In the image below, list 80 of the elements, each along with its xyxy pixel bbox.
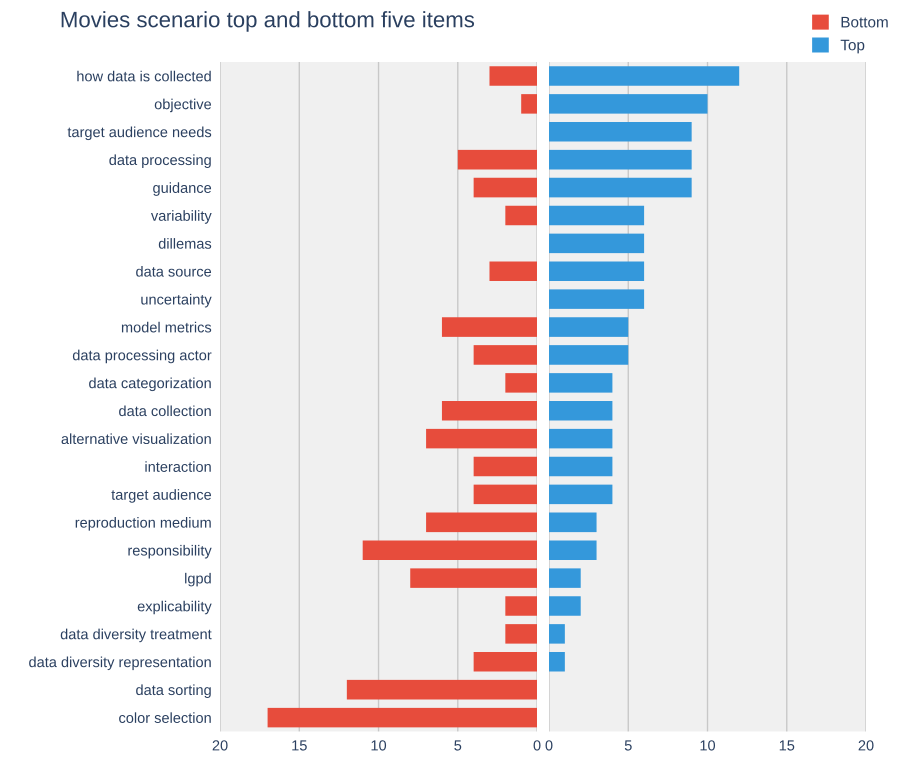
bar [489, 66, 538, 86]
bar [549, 428, 612, 448]
bar [549, 122, 692, 142]
bar [549, 206, 644, 226]
bar [549, 373, 612, 393]
x-tick-label: 10 [700, 740, 716, 751]
bar [442, 400, 538, 420]
y-tick-label: uncertainty [141, 294, 212, 308]
x-tick-label: 20 [858, 740, 874, 751]
y-tick-label: model metrics [122, 322, 212, 332]
y-tick-label: how data is collected [77, 70, 211, 82]
y-tick-label: data categorization [89, 378, 211, 392]
x-tick-label: 10 [372, 740, 386, 751]
bar [549, 150, 692, 170]
bar [268, 708, 538, 728]
y-tick-label: reproduction medium [76, 517, 211, 531]
bar [549, 234, 644, 254]
bar [549, 178, 692, 198]
chart-title: Movies scenario top and bottom five items [62, 11, 474, 32]
bar [362, 540, 538, 560]
bar [346, 680, 538, 700]
bar [549, 652, 565, 672]
bar [474, 484, 538, 504]
bar [489, 261, 538, 282]
bar [474, 652, 538, 672]
y-tick-label: data processing [109, 154, 211, 168]
bar [549, 66, 740, 86]
bar [474, 456, 538, 476]
bar [549, 400, 612, 420]
legend-label: Top [840, 40, 864, 54]
y-tick-label: data source [136, 266, 212, 277]
bar [410, 568, 538, 588]
bar [549, 345, 628, 365]
bar [505, 206, 538, 226]
y-tick-label: data sorting [136, 684, 211, 698]
bar [549, 456, 612, 476]
y-tick-label: target audience [111, 489, 212, 503]
y-tick-label: alternative visualization [62, 433, 211, 444]
y-tick-label: target audience needs [68, 126, 212, 140]
y-tick-label: objective [154, 98, 212, 112]
x-tick-label: 0 [534, 740, 541, 751]
bar [549, 317, 628, 337]
bar [505, 373, 538, 393]
bar [549, 568, 581, 588]
bar [442, 317, 538, 337]
bar [505, 596, 538, 616]
bar [426, 512, 538, 532]
bar [549, 484, 612, 504]
bar [474, 178, 538, 198]
x-tick-label: 15 [780, 740, 794, 751]
y-tick-label: explicability [138, 600, 212, 614]
bar [458, 150, 538, 170]
y-tick-label: lgpd [185, 572, 211, 586]
y-tick-label: data processing actor [72, 350, 212, 364]
y-tick-label: variability [150, 210, 212, 224]
x-tick-label: 15 [292, 740, 307, 751]
bar [505, 624, 538, 644]
bar [549, 512, 597, 532]
bar [549, 289, 644, 309]
x-tick-label: 0 [546, 740, 552, 751]
bar [521, 94, 538, 114]
y-tick-label: data diversity representation [29, 656, 211, 670]
y-tick-label: data collection [119, 405, 211, 416]
bar [549, 261, 644, 282]
legend-label: Bottom [842, 16, 888, 28]
y-tick-label: responsibility [128, 544, 212, 559]
bar [549, 596, 581, 616]
bar [549, 94, 708, 114]
bar [549, 624, 565, 644]
y-tick-label: guidance [153, 182, 212, 196]
y-tick-label: interaction [145, 461, 211, 472]
y-tick-label: dillemas [158, 238, 212, 249]
bar [426, 428, 538, 448]
x-tick-label: 5 [624, 740, 632, 751]
x-tick-label: 20 [212, 740, 228, 751]
y-tick-label: color selection [119, 712, 211, 724]
bar [474, 345, 538, 365]
x-tick-label: 5 [454, 740, 462, 751]
bar [549, 540, 597, 560]
y-tick-label: data diversity treatment [60, 628, 212, 642]
